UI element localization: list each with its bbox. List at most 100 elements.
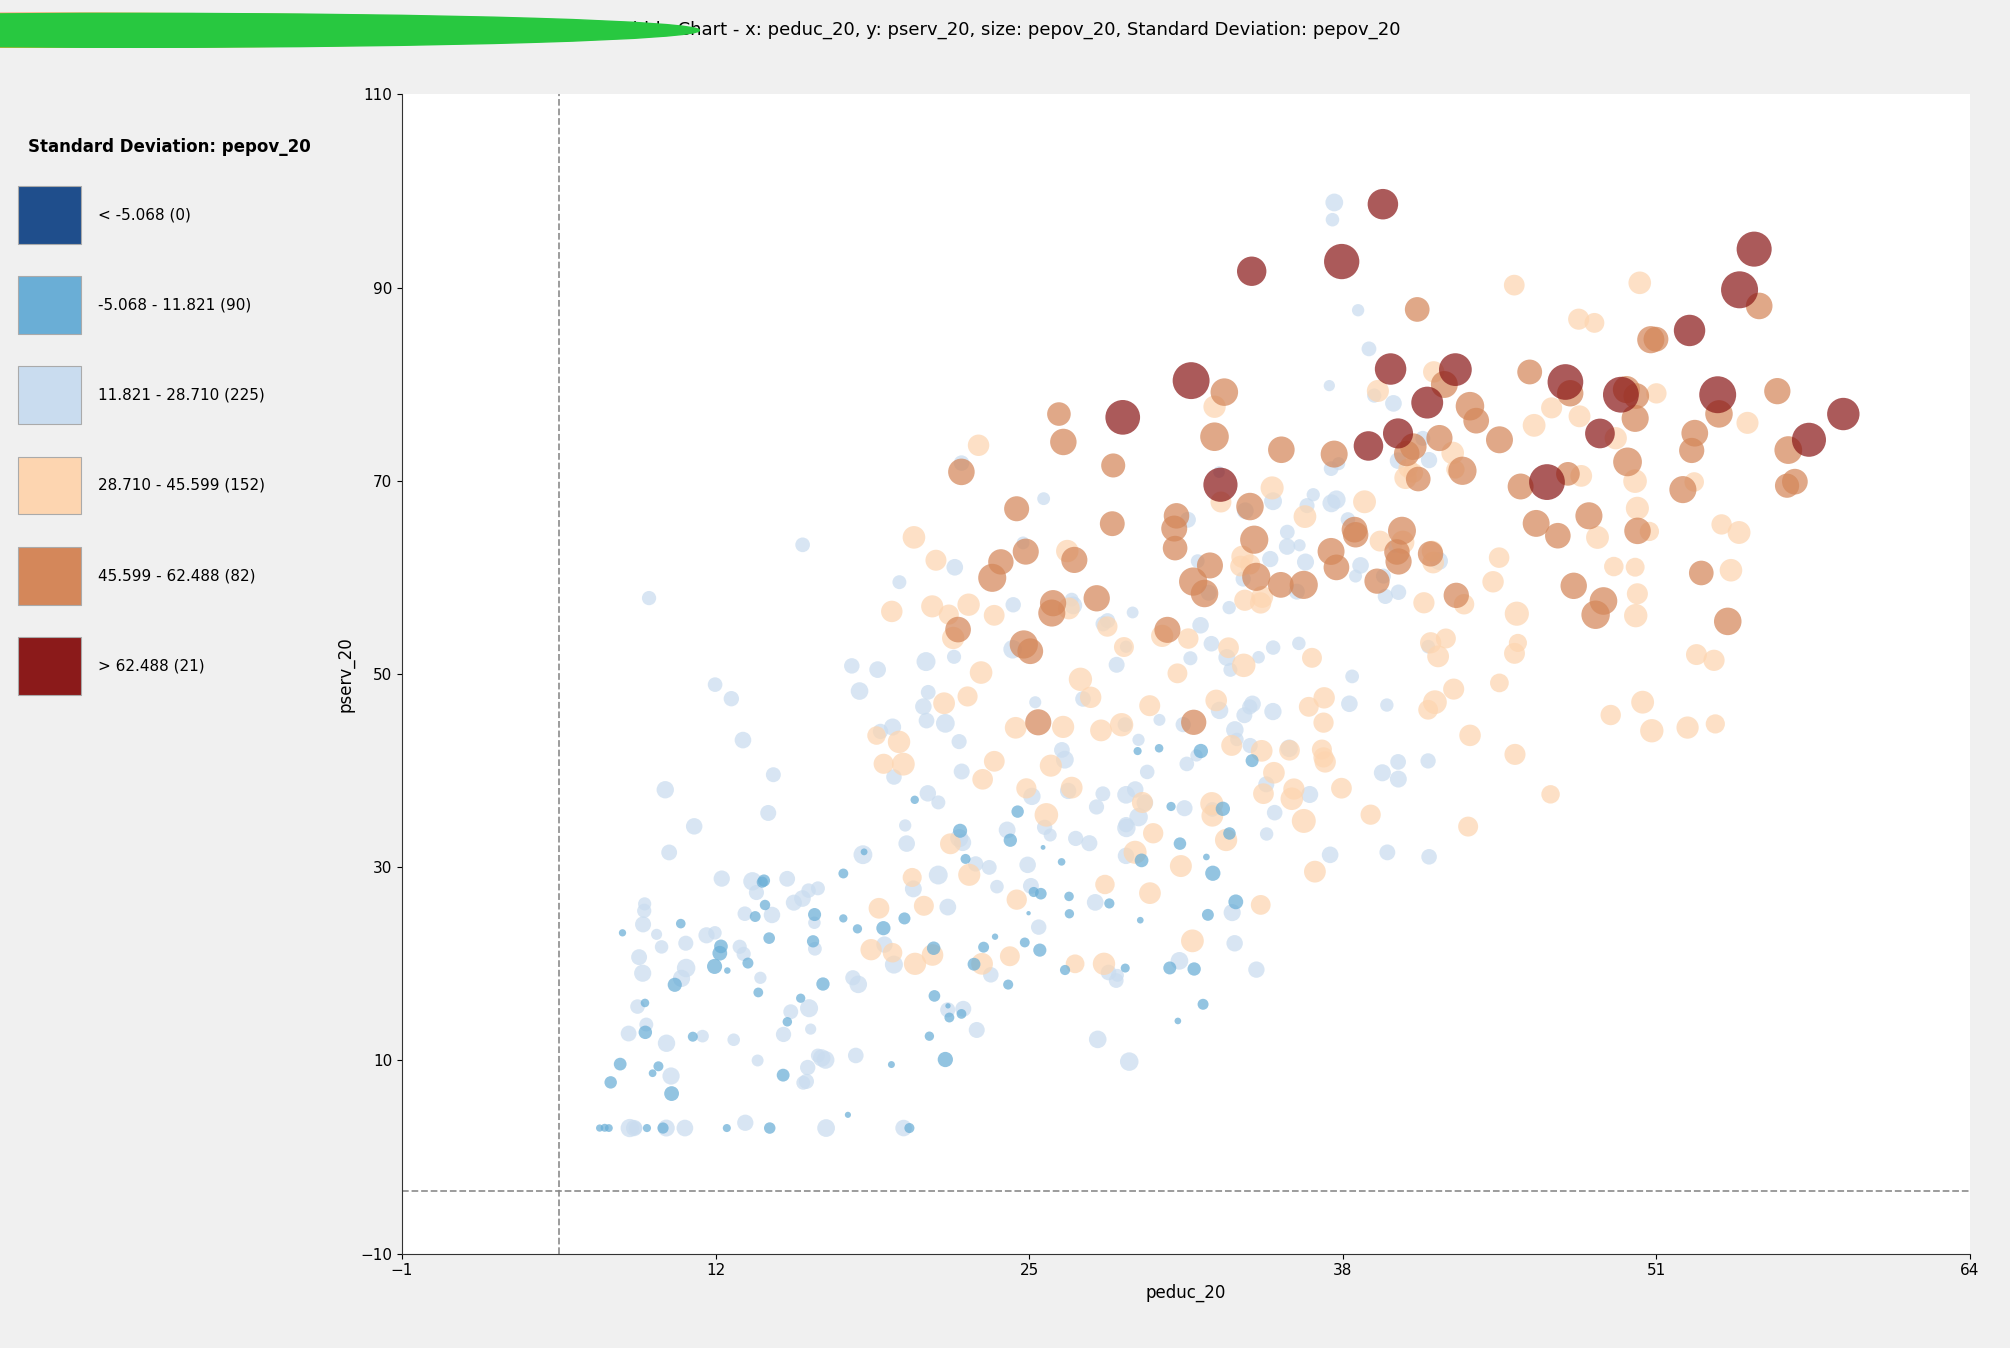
Point	[1256, 636, 1288, 658]
Point	[1126, 791, 1158, 813]
Point	[1206, 798, 1238, 820]
Point	[1439, 458, 1471, 480]
Point	[898, 527, 931, 549]
Point	[641, 923, 673, 945]
Point	[1240, 566, 1272, 588]
Point	[1582, 527, 1614, 549]
Point	[1057, 594, 1089, 616]
Point	[1059, 828, 1091, 849]
Point	[1353, 338, 1385, 360]
Point	[1126, 849, 1158, 871]
Text: -5.068 - 11.821 (90): -5.068 - 11.821 (90)	[98, 298, 251, 313]
Point	[1393, 457, 1425, 479]
Point	[689, 925, 722, 946]
Point	[802, 1045, 834, 1066]
Point	[1009, 541, 1041, 562]
Point	[1439, 359, 1471, 380]
Point	[1626, 692, 1658, 713]
Point	[1055, 776, 1087, 798]
Point	[1383, 581, 1415, 603]
Point	[1122, 740, 1154, 762]
Point	[1081, 588, 1114, 609]
Point	[911, 651, 943, 673]
Point	[744, 967, 776, 988]
Point	[975, 964, 1007, 985]
Point	[997, 594, 1029, 616]
Point	[1234, 554, 1266, 576]
Point	[1622, 520, 1654, 542]
Point	[1640, 383, 1672, 404]
Point	[1497, 275, 1530, 297]
Point	[1110, 817, 1142, 838]
Point	[1622, 497, 1654, 519]
Point	[1309, 687, 1341, 709]
Point	[786, 534, 818, 555]
Point	[842, 918, 874, 940]
Point	[1403, 468, 1435, 489]
Point	[882, 731, 915, 752]
Point	[1101, 654, 1134, 675]
Point	[896, 878, 929, 899]
Point	[1413, 847, 1445, 868]
Point	[1202, 461, 1234, 483]
Point	[1065, 669, 1097, 690]
Point	[939, 557, 971, 578]
Point	[1367, 565, 1399, 586]
Point	[1144, 709, 1176, 731]
Point	[1025, 883, 1057, 905]
Point	[1698, 650, 1731, 671]
Point	[649, 779, 681, 801]
Point	[1666, 479, 1698, 500]
Point	[1087, 613, 1120, 635]
Point	[1337, 666, 1369, 687]
Point	[836, 967, 868, 988]
Point	[1363, 380, 1395, 402]
Point	[1421, 646, 1453, 667]
Point	[1059, 953, 1091, 975]
Point	[1319, 443, 1351, 465]
Point	[1085, 720, 1118, 741]
Point	[953, 594, 985, 616]
Point	[1333, 693, 1365, 714]
Point	[828, 863, 860, 884]
Point	[933, 604, 965, 625]
Point	[1702, 384, 1735, 406]
Point	[1156, 795, 1188, 817]
Point	[1196, 793, 1228, 814]
Point	[1198, 396, 1230, 418]
Point	[1676, 439, 1708, 461]
Point	[1288, 810, 1321, 832]
Point	[772, 868, 804, 890]
Point	[933, 1007, 965, 1029]
Point	[1371, 694, 1403, 716]
Point	[1045, 851, 1077, 872]
Point	[1381, 541, 1413, 562]
Point	[1387, 520, 1419, 542]
Point	[1164, 833, 1196, 855]
Point	[1049, 749, 1081, 771]
Point	[1204, 491, 1236, 512]
Point	[943, 828, 975, 849]
Point	[1106, 714, 1138, 736]
Point	[1162, 1010, 1194, 1031]
Point	[706, 868, 738, 890]
Point	[1190, 847, 1222, 868]
Point	[929, 713, 961, 735]
Point	[977, 568, 1009, 589]
Point	[1236, 260, 1268, 282]
Point	[1091, 616, 1124, 638]
Point	[1184, 615, 1216, 636]
FancyBboxPatch shape	[18, 457, 80, 515]
Point	[1110, 636, 1142, 658]
Point	[1196, 805, 1228, 826]
Point	[1097, 454, 1130, 476]
Point	[1451, 816, 1483, 837]
Point	[1315, 492, 1347, 514]
Point	[1176, 369, 1208, 391]
Point	[1015, 786, 1047, 807]
Point	[1566, 465, 1598, 487]
Point	[913, 682, 945, 704]
Point	[1383, 423, 1415, 445]
Point	[1033, 824, 1065, 845]
Point	[1306, 712, 1339, 733]
